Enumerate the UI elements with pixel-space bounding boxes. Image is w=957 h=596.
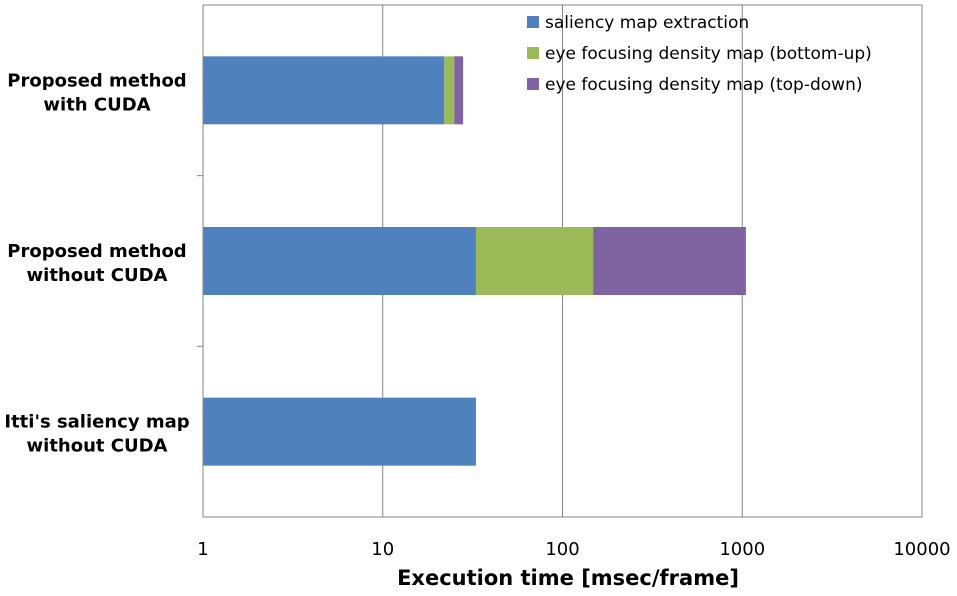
legend-label: eye focusing density map (bottom-up) — [545, 44, 872, 64]
category-label-line1: Proposed method — [7, 241, 186, 262]
bar-segment — [454, 56, 464, 125]
category-label-line2: with CUDA — [43, 94, 150, 115]
category-label-line2: without CUDA — [27, 436, 168, 457]
x-axis-title: Execution time [msec/frame] — [397, 566, 739, 590]
labels: 1 10 100 1000 10000 Proposed method with CUDA P… — [4, 70, 950, 560]
bar-segment — [475, 227, 594, 295]
legend: saliency map extraction eye focusing dens… — [527, 13, 872, 95]
bar-segment — [203, 56, 445, 125]
bar-segment — [203, 397, 476, 466]
bar-segment — [593, 227, 746, 295]
bar-segment — [203, 227, 476, 295]
bar-segment — [444, 56, 455, 125]
category-label-line1: Itti's saliency map — [4, 412, 189, 433]
x-tick-label: 1 — [197, 539, 208, 560]
category-label-line1: Proposed method — [7, 70, 186, 91]
x-tick-label: 10 — [371, 539, 394, 560]
legend-swatch — [527, 47, 539, 59]
legend-swatch — [527, 78, 539, 90]
legend-swatch — [527, 16, 539, 28]
x-tick-label: 1000 — [719, 539, 765, 560]
category-label-line2: without CUDA — [27, 265, 168, 286]
x-tick-label: 100 — [545, 539, 579, 560]
x-tick-label: 10000 — [893, 539, 950, 560]
bars — [203, 56, 746, 466]
legend-label: saliency map extraction — [545, 13, 749, 33]
axes — [197, 5, 204, 517]
legend-label: eye focusing density map (top-down) — [545, 75, 862, 95]
